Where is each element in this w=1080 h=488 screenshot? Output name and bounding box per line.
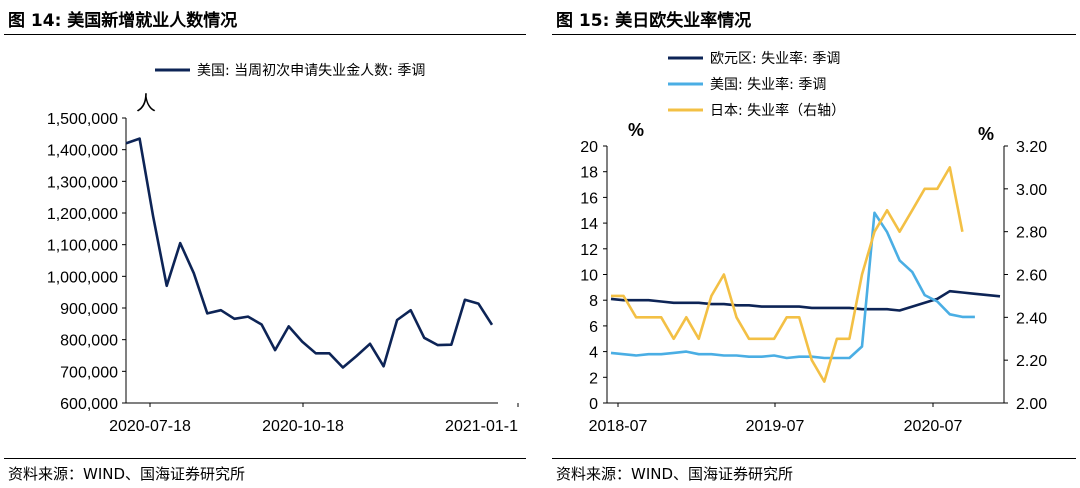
- left-chart: 600,000 700,000 800,000 900,000 1,000,000 1,1…: [47, 62, 519, 435]
- y-tick-label: 600,000: [60, 396, 118, 413]
- left-y-tick-label: 2: [589, 370, 598, 387]
- x-tick-label: 2020-07-18: [109, 418, 191, 435]
- y-tick-label: 800,000: [60, 333, 118, 350]
- left-chart-title: 图 14: 美国新增就业人数情况: [8, 11, 238, 31]
- right-chart: 0 2 4 6 8 10 12 14 16 18 20 2.00 2.20 2.40 2.60 2.80 3.0…: [580, 50, 1047, 435]
- x-tick-label: 2020-10-18: [262, 418, 344, 435]
- series-line-japan: [611, 166, 964, 383]
- y-tick-label: 1,500,000: [47, 111, 118, 128]
- y-tick-label: 700,000: [60, 364, 118, 381]
- left-title-rule: [4, 34, 526, 35]
- right-source-rule: [552, 458, 1076, 459]
- right-y-tick-label: 2.60: [1016, 268, 1047, 285]
- right-y-unit: %: [978, 124, 994, 144]
- legend-label: 美国: 当周初次申请失业金人数: 季调: [197, 62, 425, 79]
- series-line-us: [610, 211, 975, 360]
- left-y-tick-label: 18: [580, 165, 598, 182]
- y-tick-label: 1,300,000: [47, 174, 118, 191]
- y-tick-label: 1,000,000: [47, 269, 118, 286]
- left-y-tick-label: 12: [580, 242, 598, 259]
- left-y-tick-label: 14: [580, 216, 598, 233]
- x-tick-label: 2021-01-1: [445, 418, 518, 435]
- left-panel: 图 14: 美国新增就业人数情况 600,000 700,000 800,000 90…: [0, 0, 530, 488]
- y-tick-label: 1,400,000: [47, 143, 118, 160]
- right-y-tick-label: 2.40: [1016, 310, 1047, 327]
- left-source-note: 资料来源：WIND、国海证券研究所: [8, 465, 246, 483]
- y-tick-label: 1,100,000: [47, 238, 118, 255]
- left-source-rule: [4, 458, 526, 459]
- y-axis-unit: 人: [136, 91, 156, 115]
- legend-label: 欧元区: 失业率: 季调: [710, 50, 840, 67]
- legend-label: 美国: 失业率: 季调: [710, 76, 826, 93]
- left-y-tick-label: 16: [580, 190, 598, 207]
- left-y-unit: %: [628, 120, 644, 140]
- right-y-tick-label: 2.20: [1016, 353, 1047, 370]
- left-y-tick-label: 10: [580, 268, 598, 285]
- left-y-tick-label: 0: [589, 396, 598, 413]
- left-y-tick-label: 8: [589, 293, 598, 310]
- left-y-tick-label: 20: [580, 139, 598, 156]
- x-tick-label: 2018-07: [589, 418, 648, 435]
- left-y-tick-label: 4: [589, 345, 598, 362]
- right-panel: 图 15: 美日欧失业率情况 0 2 4 6 8 10 12 14 16 18 20 2.00 2.20…: [548, 0, 1080, 488]
- left-y-tick-label: 6: [589, 319, 598, 336]
- right-title-rule: [552, 34, 1076, 35]
- right-y-tick-label: 2.80: [1016, 225, 1047, 242]
- right-y-tick-label: 2.00: [1016, 396, 1047, 413]
- y-tick-label: 900,000: [60, 301, 118, 318]
- y-tick-label: 1,200,000: [47, 206, 118, 223]
- right-y-tick-label: 3.00: [1016, 182, 1047, 199]
- right-source-note: 资料来源：WIND、国海证券研究所: [556, 465, 794, 483]
- x-tick-label: 2020-07: [904, 418, 963, 435]
- legend-label: 日本: 失业率（右轴）: [710, 102, 845, 119]
- right-y-tick-label: 3.20: [1016, 139, 1047, 156]
- x-tick-label: 2019-07: [746, 418, 805, 435]
- right-chart-title: 图 15: 美日欧失业率情况: [556, 11, 752, 31]
- series-line-initial-claims: [125, 137, 494, 369]
